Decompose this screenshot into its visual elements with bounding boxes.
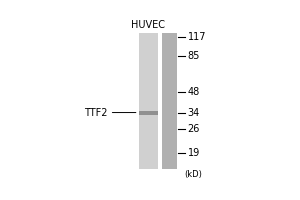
Bar (162, 33, 177, 169)
Text: 48: 48 (188, 87, 200, 97)
Text: HUVEC: HUVEC (131, 20, 165, 30)
Text: TTF2: TTF2 (84, 108, 107, 118)
Bar (139, 33, 158, 169)
Text: (kD): (kD) (184, 170, 202, 179)
Text: 85: 85 (188, 51, 200, 61)
Bar (139, 111, 158, 115)
Text: 26: 26 (188, 124, 200, 134)
Text: 34: 34 (188, 108, 200, 118)
Text: 117: 117 (188, 32, 206, 42)
Text: 19: 19 (188, 148, 200, 158)
